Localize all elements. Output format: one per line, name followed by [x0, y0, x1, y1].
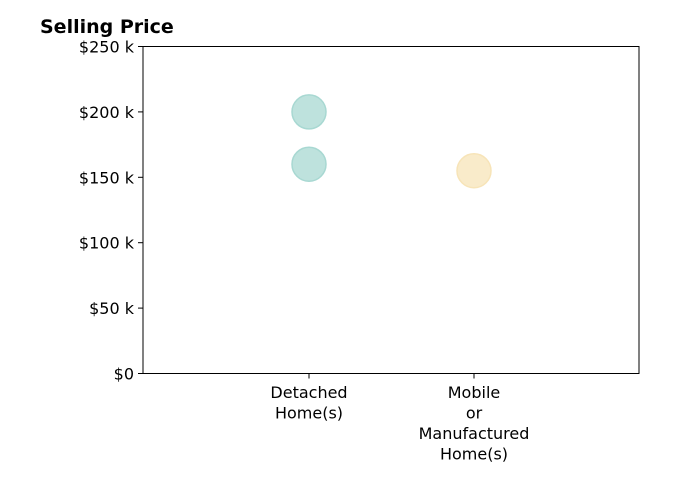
x-tick-label: Detached Home(s)	[270, 383, 347, 423]
y-axis: $0 $50 k $100 k $150 k $200 k $250 k	[79, 38, 143, 384]
x-tick-label: Mobile or Manufactured Home(s)	[419, 383, 530, 464]
data-point	[456, 153, 492, 189]
y-tick-label: $0	[114, 365, 134, 384]
y-tick-label: $100 k	[79, 234, 135, 253]
chart-title: Selling Price	[40, 16, 174, 38]
y-tick-label: $50 k	[89, 299, 135, 318]
y-tick-label: $150 k	[79, 168, 135, 187]
data-point	[291, 146, 327, 182]
data-point	[291, 94, 327, 130]
y-tick-label: $200 k	[79, 103, 135, 122]
data-points	[291, 94, 492, 189]
x-axis: Detached Home(s) Mobile or Manufactured Home(…	[270, 373, 530, 464]
plot-frame	[142, 46, 640, 374]
y-tick-label: $250 k	[79, 38, 135, 57]
